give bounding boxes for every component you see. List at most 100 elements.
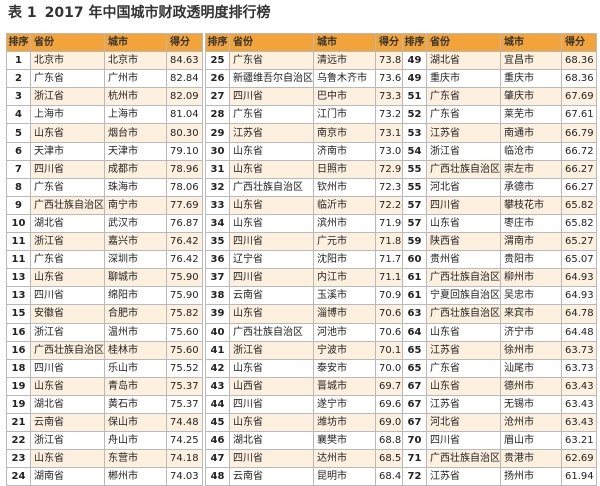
score-cell: 65.27 xyxy=(561,232,597,252)
score-cell: 75.90 xyxy=(166,286,203,306)
city-header: 城市 xyxy=(500,32,562,53)
city-cell: 眉山市 xyxy=(500,431,562,451)
score-cell: 63.73 xyxy=(561,340,597,360)
score-cell: 64.93 xyxy=(561,268,597,288)
score-cell: 65.82 xyxy=(561,195,597,215)
province-cell: 广西壮族自治区 xyxy=(30,340,105,360)
rank-cell: 44 xyxy=(205,394,230,414)
city-cell: 南宁市 xyxy=(104,195,167,215)
rank-cell: 60 xyxy=(402,250,427,270)
table-row: 63 广西壮族自治区 来宾市 64.78 xyxy=(402,304,597,324)
province-cell: 四川省 xyxy=(229,87,314,107)
table-row: 51 广东省 肇庆市 67.69 xyxy=(402,87,597,107)
province-cell: 河北省 xyxy=(426,177,501,197)
province-cell: 浙江省 xyxy=(30,322,105,342)
table-row: 45 山东省 潍坊市 69.05 xyxy=(205,412,411,433)
score-cell: 68.36 xyxy=(561,69,597,89)
rank-header: 排序 xyxy=(402,32,427,53)
table-row: 9 广西壮族自治区 南宁市 77.69 xyxy=(6,195,203,215)
score-cell: 75.37 xyxy=(166,394,203,414)
city-cell: 桂林市 xyxy=(104,340,167,360)
score-cell: 63.21 xyxy=(561,431,597,451)
rank-cell: 42 xyxy=(205,358,230,378)
rank-cell: 21 xyxy=(6,412,31,433)
province-cell: 广西壮族自治区 xyxy=(426,304,501,324)
province-cell: 湖北省 xyxy=(229,431,314,451)
province-cell: 四川省 xyxy=(30,286,105,306)
score-cell: 82.09 xyxy=(166,87,203,107)
table-row: 13 四川省 绵阳市 75.90 xyxy=(6,286,203,306)
table-row: 19 湖北省 黄石市 75.37 xyxy=(6,394,203,414)
score-cell: 81.04 xyxy=(166,105,203,125)
rank-cell: 11 xyxy=(6,232,31,252)
city-cell: 舟山市 xyxy=(104,431,167,451)
city-cell: 汕尾市 xyxy=(500,358,562,378)
page-title: 表 1 2017 年中国城市财政透明度排行榜 xyxy=(8,2,270,24)
province-cell: 湖北省 xyxy=(30,394,105,414)
city-cell: 无锡市 xyxy=(500,394,562,414)
rank-cell: 19 xyxy=(6,394,31,414)
score-cell: 78.96 xyxy=(166,159,203,179)
province-cell: 湖北省 xyxy=(426,51,501,71)
city-cell: 吴忠市 xyxy=(500,286,562,306)
rank-cell: 57 xyxy=(402,213,427,234)
province-cell: 山东省 xyxy=(229,358,314,378)
score-cell: 76.42 xyxy=(166,250,203,270)
table-row: 57 山东省 枣庄市 65.82 xyxy=(402,213,597,234)
table-row: 72 江苏省 扬州市 61.94 xyxy=(402,467,597,486)
table-row: 27 四川省 巴中市 73.36 xyxy=(205,87,411,107)
rank-cell: 54 xyxy=(402,141,427,161)
province-cell: 四川省 xyxy=(30,358,105,378)
city-cell: 南京市 xyxy=(313,123,376,143)
city-cell: 清远市 xyxy=(313,51,376,71)
rank-cell: 43 xyxy=(205,376,230,396)
province-cell: 云南省 xyxy=(229,286,314,306)
rank-header: 排序 xyxy=(205,32,230,53)
province-cell: 贵州省 xyxy=(426,250,501,270)
score-header: 得分 xyxy=(166,32,203,53)
province-cell: 重庆市 xyxy=(426,69,501,89)
city-cell: 广州市 xyxy=(104,69,167,89)
table-row: 44 四川省 遂宁市 69.63 xyxy=(205,394,411,414)
score-cell: 63.43 xyxy=(561,394,597,414)
table-row: 4 上海市 上海市 81.04 xyxy=(6,105,203,125)
table-row: 3 浙江省 杭州市 82.09 xyxy=(6,87,203,107)
city-cell: 深圳市 xyxy=(104,250,167,270)
rank-cell: 38 xyxy=(205,286,230,306)
city-cell: 成都市 xyxy=(104,159,167,179)
table-row: 39 山东省 淄博市 70.67 xyxy=(205,304,411,324)
table-row: 34 山东省 滨州市 71.94 xyxy=(205,213,411,234)
table-row: 71 广西壮族自治区 贵港市 62.69 xyxy=(402,449,597,469)
table-row: 55 河北省 承德市 66.27 xyxy=(402,177,597,197)
province-cell: 新疆维吾尔自治区 xyxy=(229,69,314,89)
rank-cell: 11 xyxy=(6,250,31,270)
table-row: 43 山西省 晋城市 69.70 xyxy=(205,376,411,396)
rank-cell: 23 xyxy=(6,449,31,469)
city-cell: 保山市 xyxy=(104,412,167,433)
province-cell: 广东省 xyxy=(30,250,105,270)
city-cell: 渭南市 xyxy=(500,232,562,252)
score-cell: 66.27 xyxy=(561,159,597,179)
score-cell: 66.72 xyxy=(561,141,597,161)
table-row: 61 广西壮族自治区 柳州市 64.93 xyxy=(402,268,597,288)
ranking-table-1: 排序 省份 城市 得分 1 北京市 北京市 84.63 2 广东省 广州市 82.84 3 浙江省 杭州市 8… xyxy=(6,32,203,486)
province-cell: 山东省 xyxy=(229,304,314,324)
score-cell: 65.07 xyxy=(561,250,597,270)
score-cell: 82.84 xyxy=(166,69,203,89)
rank-cell: 32 xyxy=(205,177,230,197)
table-title: 2017 年中国城市财政透明度排行榜 xyxy=(44,5,271,21)
score-cell: 75.82 xyxy=(166,304,203,324)
score-cell: 67.61 xyxy=(561,105,597,125)
score-cell: 68.36 xyxy=(561,51,597,71)
table-row: 29 江苏省 南京市 73.13 xyxy=(205,123,411,143)
city-cell: 襄樊市 xyxy=(313,431,376,451)
rank-cell: 26 xyxy=(205,69,230,89)
city-cell: 江门市 xyxy=(313,105,376,125)
table-row: 24 湖南省 郴州市 74.03 xyxy=(6,467,203,486)
table-row: 60 贵州省 贵阳市 65.07 xyxy=(402,250,597,270)
city-cell: 柳州市 xyxy=(500,268,562,288)
province-cell: 四川省 xyxy=(30,159,105,179)
province-cell: 四川省 xyxy=(229,394,314,414)
city-cell: 沈阳市 xyxy=(313,250,376,270)
table-row: 18 四川省 乐山市 75.52 xyxy=(6,358,203,378)
